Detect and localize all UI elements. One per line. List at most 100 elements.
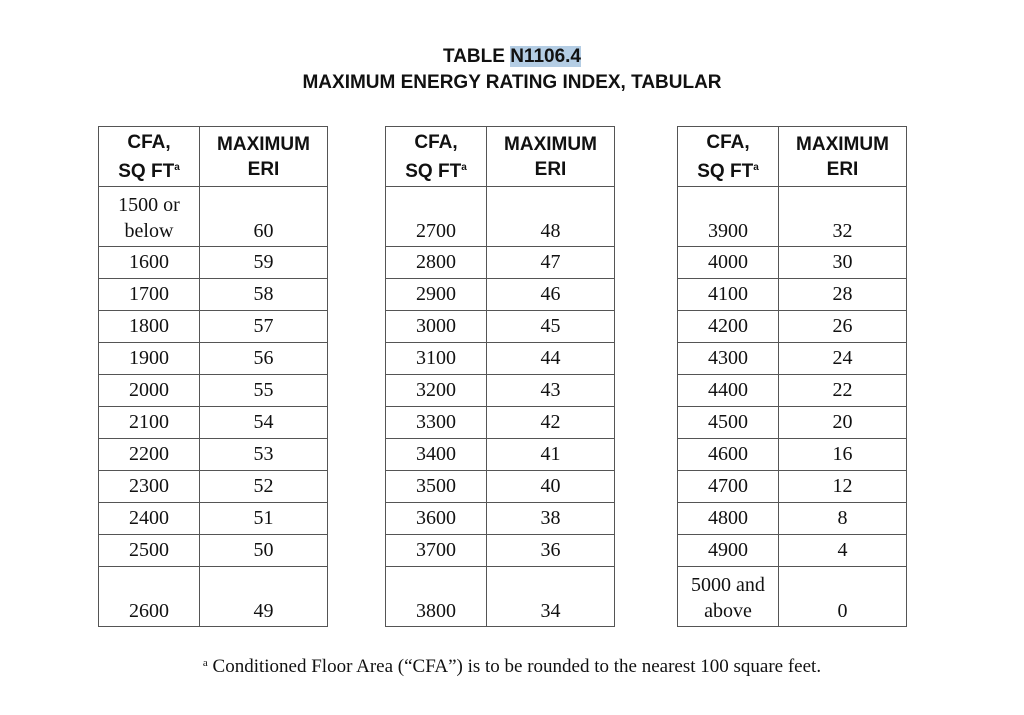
cfa-cell: 3700: [385, 534, 487, 567]
eri-cell: 57: [199, 310, 328, 343]
table-row: 4800 8: [677, 502, 907, 535]
header-cfa: CFA, SQ FTa: [98, 126, 200, 187]
table-row: 3700 36: [385, 534, 615, 567]
eri-cell: 50: [199, 534, 328, 567]
cfa-cell: 3200: [385, 374, 487, 407]
table-row: 4500 20: [677, 406, 907, 439]
header-eri: MAXIMUM ERI: [199, 126, 328, 187]
cfa-cell: 1500 or below: [98, 186, 200, 247]
table-row: 1800 57: [98, 310, 328, 343]
table-row: 5000 and above 0: [677, 566, 907, 627]
header-row: CFA, SQ FTa MAXIMUM ERI: [98, 126, 328, 187]
eri-cell: 8: [778, 502, 907, 535]
header-cfa: CFA, SQ FTa: [677, 126, 779, 187]
table-row: 3800 34: [385, 566, 615, 627]
eri-cell: 51: [199, 502, 328, 535]
header-row: CFA, SQ FTa MAXIMUM ERI: [677, 126, 907, 187]
eri-cell: 59: [199, 246, 328, 279]
cfa-cell: 4900: [677, 534, 779, 567]
eri-cell: 52: [199, 470, 328, 503]
table-row: 2500 50: [98, 534, 328, 567]
table-row: 3500 40: [385, 470, 615, 503]
cfa-cell: 2700: [385, 186, 487, 247]
header-row: CFA, SQ FTa MAXIMUM ERI: [385, 126, 615, 187]
cfa-cell: 5000 and above: [677, 566, 779, 627]
cfa-cell: 4300: [677, 342, 779, 375]
cfa-cell: 3900: [677, 186, 779, 247]
table-row: 4100 28: [677, 278, 907, 311]
header-cfa: CFA, SQ FTa: [385, 126, 487, 187]
table-row: 2000 55: [98, 374, 328, 407]
cfa-cell: 4200: [677, 310, 779, 343]
cfa-cell: 4500: [677, 406, 779, 439]
table-row: 3300 42: [385, 406, 615, 439]
eri-cell: 24: [778, 342, 907, 375]
cfa-cell: 3000: [385, 310, 487, 343]
eri-cell: 48: [486, 186, 615, 247]
eri-cell: 56: [199, 342, 328, 375]
cfa-cell: 1800: [98, 310, 200, 343]
eri-cell: 45: [486, 310, 615, 343]
table-row: 3900 32: [677, 186, 907, 247]
footnote-text: Conditioned Floor Area (“CFA”) is to be …: [207, 656, 822, 677]
eri-cell: 34: [486, 566, 615, 627]
cfa-cell: 3100: [385, 342, 487, 375]
eri-cell: 41: [486, 438, 615, 471]
cfa-cell: 3500: [385, 470, 487, 503]
table-row: 3200 43: [385, 374, 615, 407]
cfa-cell: 4700: [677, 470, 779, 503]
cfa-cell: 1900: [98, 342, 200, 375]
eri-cell: 43: [486, 374, 615, 407]
table-row: 2200 53: [98, 438, 328, 471]
table-row: 4300 24: [677, 342, 907, 375]
eri-cell: 0: [778, 566, 907, 627]
table-row: 1900 56: [98, 342, 328, 375]
eri-cell: 38: [486, 502, 615, 535]
cfa-cell: 4600: [677, 438, 779, 471]
cfa-cell: 2900: [385, 278, 487, 311]
footnote-marker: a: [202, 657, 208, 669]
eri-cell: 40: [486, 470, 615, 503]
cfa-cell: 2000: [98, 374, 200, 407]
table-row: 3100 44: [385, 342, 615, 375]
table-row: 3600 38: [385, 502, 615, 535]
eri-cell: 22: [778, 374, 907, 407]
eri-cell: 26: [778, 310, 907, 343]
table-row: 1500 or below 60: [98, 186, 328, 247]
eri-cell: 49: [199, 566, 328, 627]
eri-cell: 55: [199, 374, 328, 407]
eri-cell: 4: [778, 534, 907, 567]
eri-cell: 53: [199, 438, 328, 471]
eri-cell: 30: [778, 246, 907, 279]
cfa-cell: 3300: [385, 406, 487, 439]
cfa-cell: 3600: [385, 502, 487, 535]
eri-table-3: CFA, SQ FTa MAXIMUM ERI 3900 32 4000 30 4100 28 42…: [677, 126, 907, 627]
table-row: 2300 52: [98, 470, 328, 503]
eri-cell: 42: [486, 406, 615, 439]
table-row: 2600 49: [98, 566, 328, 627]
eri-cell: 54: [199, 406, 328, 439]
cfa-cell: 1700: [98, 278, 200, 311]
table-row: 2800 47: [385, 246, 615, 279]
table-row: 1600 59: [98, 246, 328, 279]
cfa-cell: 4000: [677, 246, 779, 279]
cfa-cell: 3800: [385, 566, 487, 627]
table-row: 4400 22: [677, 374, 907, 407]
cfa-cell: 2600: [98, 566, 200, 627]
eri-cell: 46: [486, 278, 615, 311]
eri-cell: 60: [199, 186, 328, 247]
cfa-cell: 2800: [385, 246, 487, 279]
table-row: 2900 46: [385, 278, 615, 311]
eri-table-1: CFA, SQ FTa MAXIMUM ERI 1500 or below 60 1600 59…: [98, 126, 328, 627]
table-row: 3000 45: [385, 310, 615, 343]
eri-cell: 16: [778, 438, 907, 471]
cfa-cell: 4400: [677, 374, 779, 407]
table-row: 4200 26: [677, 310, 907, 343]
eri-cell: 28: [778, 278, 907, 311]
table-row: 1700 58: [98, 278, 328, 311]
eri-table-2: CFA, SQ FTa MAXIMUM ERI 2700 48 2800 47 2900 46 30…: [385, 126, 615, 627]
table-row: 4700 12: [677, 470, 907, 503]
table-row: 4000 30: [677, 246, 907, 279]
cfa-cell: 2200: [98, 438, 200, 471]
cfa-cell: 4800: [677, 502, 779, 535]
